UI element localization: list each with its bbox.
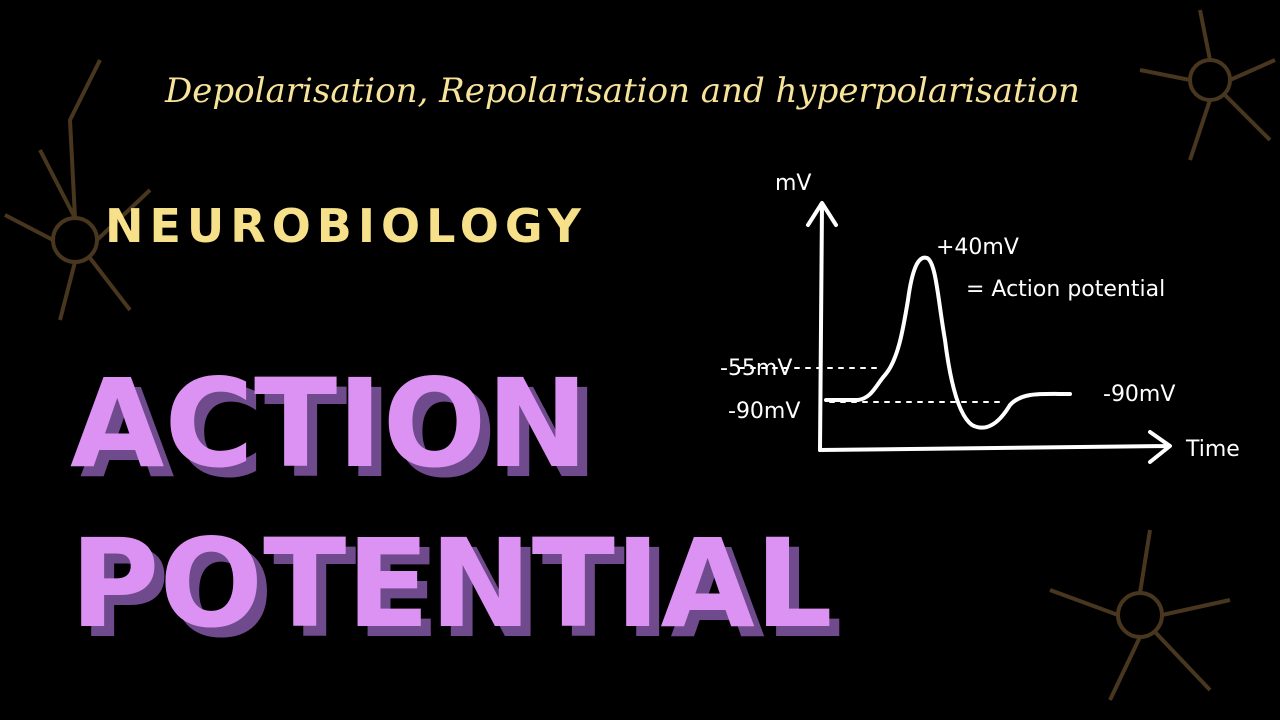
y-axis-label: mV (775, 171, 811, 196)
title-line: ACTION (70, 353, 588, 495)
title-shadow: POTENTIAL (80, 523, 843, 665)
y-axis (806, 201, 838, 452)
peak-note: = Action potential (966, 277, 1165, 302)
title-line: POTENTIAL (70, 513, 833, 655)
subtitle: Depolarisation, Repolarisation and hyper… (164, 71, 1080, 111)
x-axis-label: Time (1185, 437, 1240, 462)
neuron-decoration (4, 9, 1276, 701)
threshold-label: -55mV (720, 356, 792, 381)
peak-label: +40mV (936, 235, 1019, 260)
potential-curve (824, 255, 1072, 430)
title-shadow: ACTION (80, 363, 598, 505)
x-axis (818, 430, 1172, 464)
graph (739, 201, 1172, 464)
resting-label: -90mV (1103, 382, 1175, 407)
category: NEUROBIOLOGY (105, 199, 587, 253)
resting-label: -90mV (728, 399, 800, 424)
